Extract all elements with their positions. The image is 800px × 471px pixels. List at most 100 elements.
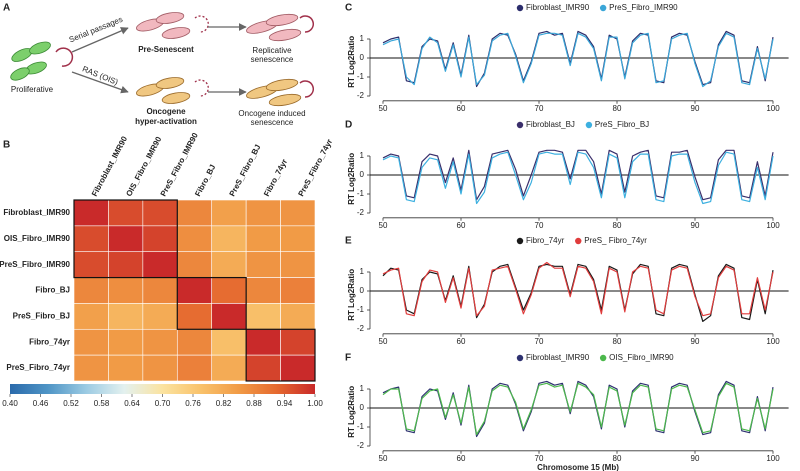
diagram-text: hyper-activation (135, 117, 197, 126)
x-tick-label: 70 (535, 337, 544, 346)
oncogene-cells (136, 77, 191, 104)
panel-label: C (345, 3, 352, 14)
y-tick-label: 1 (360, 384, 365, 393)
senescent-cells (246, 13, 302, 42)
y-axis-title: RT Log2Ratio (347, 386, 356, 438)
y-tick-label: 0 (360, 53, 365, 62)
legend-label: Fibro_74yr (526, 236, 565, 245)
heatmap-cell (176, 251, 213, 278)
panel-label: F (345, 353, 351, 364)
y-tick-label: -1 (357, 422, 365, 431)
x-tick-label: 100 (766, 337, 780, 346)
heatmap-cell (176, 328, 213, 356)
row-label: OIS_Fibro_IMR90 (4, 234, 71, 243)
legend-label: PreS_Fibro_BJ (595, 120, 649, 129)
heatmap-cell (280, 328, 316, 356)
colorbar-tick-label: 0.76 (185, 399, 201, 408)
proliferative-cells (10, 41, 51, 81)
x-tick-label: 50 (379, 337, 388, 346)
y-tick-label: -1 (357, 72, 365, 81)
heatmap-cell (245, 354, 281, 382)
x-tick-label: 70 (535, 104, 544, 113)
cycle-arrow (194, 15, 209, 33)
cluster-box (176, 276, 247, 330)
heatmap-cell (108, 328, 144, 356)
y-tick-label: -2 (357, 208, 365, 217)
x-tick-label: 80 (613, 221, 622, 230)
heatmap-cell (245, 251, 281, 278)
ois-cells (246, 78, 302, 107)
heatmap-cell (211, 251, 247, 278)
row-label: Fibro_BJ (35, 286, 70, 295)
series-line (382, 263, 774, 322)
panel-label: B (3, 140, 10, 151)
legend-label: OIS_Fibro_IMR90 (609, 353, 674, 362)
arrow (71, 27, 129, 53)
heatmap-cell (280, 354, 316, 382)
heatmap-cell (142, 354, 178, 382)
heatmap-cell (142, 328, 178, 356)
colorbar-tick-label: 0.58 (94, 399, 110, 408)
series-line (382, 382, 774, 436)
row-label: Fibroblast_IMR90 (3, 208, 70, 217)
heatmap-cell (142, 251, 178, 278)
legend-marker (599, 4, 607, 12)
heatmap-cell (211, 303, 247, 330)
heatmap-cell (245, 277, 281, 304)
heatmap-cell (73, 199, 109, 227)
panel-label: A (3, 3, 10, 14)
legend-label: PreS_ Fibro_74yr (584, 236, 647, 245)
series-line (382, 261, 774, 317)
heatmap-cell (245, 303, 281, 330)
diagram-text: Pre-Senescent (138, 45, 194, 54)
x-tick-label: 90 (691, 337, 700, 346)
heatmap-cell (280, 225, 316, 253)
diagram: A Proliferative Serial passages RAS (OIS… (3, 3, 315, 127)
row-label: PreS_Fibro_IMR90 (0, 260, 71, 269)
x-tick-label: 90 (691, 454, 700, 463)
y-tick-label: 0 (360, 403, 365, 412)
series-line (382, 32, 774, 88)
y-tick-label: 0 (360, 286, 365, 295)
legend-marker (516, 121, 524, 129)
x-tick-label: 80 (613, 337, 622, 346)
x-tick-label: 60 (457, 221, 466, 230)
y-tick-label: -1 (357, 189, 365, 198)
column-label: OIS_Fibro_IMR90 (124, 135, 163, 198)
heatmap-cell (280, 303, 316, 330)
heatmap-cell (142, 303, 178, 330)
cycle-arrow (299, 15, 315, 33)
cycle-arrow (299, 80, 315, 98)
colorbar (10, 384, 315, 394)
heatmap-cell (108, 199, 144, 227)
series-line (382, 380, 774, 438)
x-tick-label: 60 (457, 104, 466, 113)
row-label: PreS_Fibro_BJ (13, 311, 70, 320)
y-axis-title: RT Log2Ratio (347, 153, 356, 205)
diagram-text: senescence (251, 55, 294, 64)
y-tick-label: -2 (357, 441, 365, 450)
x-tick-label: 50 (379, 221, 388, 230)
x-tick-label: 90 (691, 221, 700, 230)
colorbar-tick-label: 0.70 (155, 399, 171, 408)
heatmap-cell (280, 199, 316, 227)
heatmap-cell (108, 251, 144, 278)
presenescent-cells (136, 12, 191, 39)
x-tick-label: 80 (613, 454, 622, 463)
colorbar-tick-label: 0.52 (63, 399, 79, 408)
x-tick-label: 50 (379, 104, 388, 113)
heatmap-cell (211, 328, 247, 356)
column-label: PreS_Fibro_74yr (296, 138, 334, 198)
heatmap-cell (108, 303, 144, 330)
colorbar-tick-label: 0.40 (2, 399, 18, 408)
row-label: PreS_Fibro_74yr (6, 363, 70, 372)
diagram-text: Oncogene (146, 107, 186, 116)
diagram-text: Proliferative (11, 85, 54, 94)
y-tick-label: -2 (357, 91, 365, 100)
colorbar-tick-label: 1.00 (307, 399, 323, 408)
cluster-box (73, 199, 178, 279)
heatmap-cell (211, 277, 247, 304)
heatmap-cell (142, 225, 178, 253)
cycle-arrow (55, 47, 74, 67)
